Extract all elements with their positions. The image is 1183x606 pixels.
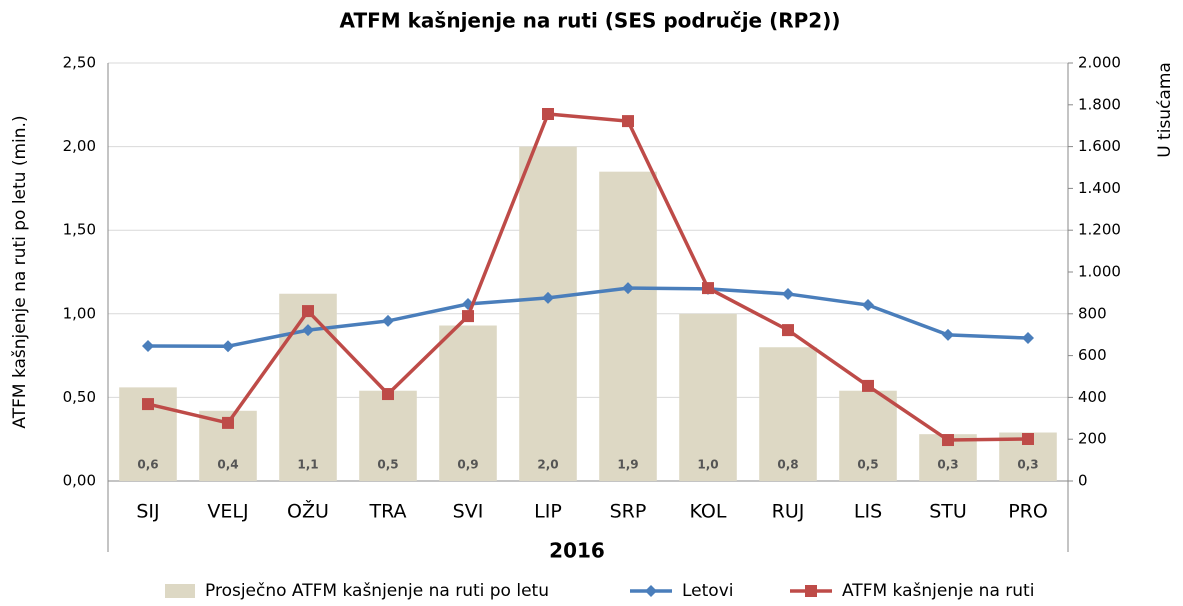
x-tick-label: SIJ <box>136 501 159 523</box>
line <box>147 286 1029 348</box>
line-marker <box>382 314 394 327</box>
y2-tick-label: 1.400 <box>1078 179 1121 197</box>
bar <box>759 347 817 481</box>
data-label: 1,9 <box>617 458 638 472</box>
y-tick-label: 0,00 <box>63 472 96 490</box>
legend-swatch <box>165 584 195 598</box>
data-label: 2,0 <box>537 458 558 472</box>
y2-tick-label: 1.800 <box>1078 95 1121 113</box>
x-tick-label: PRO <box>1008 501 1048 523</box>
y2-tick-label: 600 <box>1078 346 1107 364</box>
data-label: 0,8 <box>777 458 798 472</box>
data-label: 1,0 <box>697 458 718 472</box>
line-marker <box>302 305 314 318</box>
line-marker <box>702 282 714 295</box>
x-tick-label: KOL <box>690 501 727 523</box>
x-tick-label: LIS <box>854 501 882 523</box>
x-tick-label: LIP <box>534 501 562 523</box>
line-marker <box>222 340 234 353</box>
y2-tick-label: 1.000 <box>1078 263 1121 281</box>
bar <box>439 325 497 481</box>
bar <box>279 293 337 481</box>
y2-tick-label: 200 <box>1078 430 1107 448</box>
line-marker <box>142 339 154 352</box>
line-marker <box>1022 432 1034 445</box>
bar <box>679 313 737 481</box>
legend-marker <box>645 585 657 597</box>
bar <box>519 146 577 481</box>
line-marker <box>862 379 874 392</box>
legend-label: Prosječno ATFM kašnjenje na ruti po letu <box>205 581 549 601</box>
line-marker <box>622 282 634 295</box>
data-label: 0,6 <box>137 458 158 472</box>
line-marker <box>382 388 394 401</box>
line-marker <box>462 310 474 323</box>
line-marker <box>942 328 954 341</box>
data-label: 0,9 <box>457 458 478 472</box>
line-marker <box>142 398 154 411</box>
y-tick-label: 1,50 <box>63 221 96 239</box>
data-label: 1,1 <box>297 458 318 472</box>
legend-marker <box>805 585 817 597</box>
bar <box>359 390 417 481</box>
x-tick-label: SVI <box>453 501 484 523</box>
bar <box>599 171 657 481</box>
line-marker <box>862 299 874 312</box>
data-label: 0,5 <box>857 458 878 472</box>
data-label: 0,3 <box>1017 458 1038 472</box>
chart-title: ATFM kašnjenje na ruti (SES područje (RP… <box>340 9 841 33</box>
y-axis-title: ATFM kašnjenje na ruti po letu (min.) <box>10 115 30 428</box>
data-label: 0,5 <box>377 458 398 472</box>
y-tick-label: 1,00 <box>63 304 96 322</box>
line-marker <box>622 115 634 128</box>
data-label: 0,4 <box>217 458 238 472</box>
y2-tick-label: 2.000 <box>1078 54 1121 72</box>
y2-tick-label: 1.200 <box>1078 221 1121 239</box>
line-marker <box>222 416 234 429</box>
bar <box>839 390 897 481</box>
line-marker <box>782 324 794 337</box>
line-marker <box>782 287 794 300</box>
x-axis-title: 2016 <box>549 539 605 563</box>
x-tick-label: STU <box>929 501 967 523</box>
data-label: 0,3 <box>937 458 958 472</box>
y2-tick-label: 400 <box>1078 388 1107 406</box>
y-tick-label: 2,00 <box>63 137 96 155</box>
line-marker <box>542 291 554 304</box>
x-tick-label: VELJ <box>207 501 248 523</box>
y2-tick-label: 0 <box>1078 472 1088 490</box>
y-tick-label: 2,50 <box>63 54 96 72</box>
x-tick-label: TRA <box>368 501 406 523</box>
x-tick-label: SRP <box>610 501 647 523</box>
y2-tick-label: 1.600 <box>1078 137 1121 155</box>
line-marker <box>302 324 314 337</box>
line-marker <box>542 107 554 120</box>
line-marker <box>1022 332 1034 345</box>
legend-label: ATFM kašnjenje na ruti <box>842 581 1034 601</box>
x-tick-label: OŽU <box>287 500 329 523</box>
x-tick-label: RUJ <box>772 501 805 523</box>
y2-tick-label: 800 <box>1078 304 1107 322</box>
legend-label: Letovi <box>682 581 733 601</box>
line <box>147 112 1029 442</box>
line-marker <box>942 434 954 447</box>
y-tick-label: 0,50 <box>63 388 96 406</box>
y2-axis-title: U tisućama <box>1155 62 1175 158</box>
